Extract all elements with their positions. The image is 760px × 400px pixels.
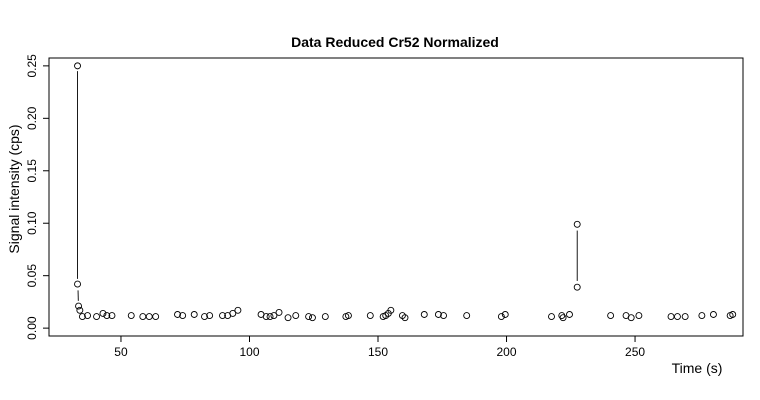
y-tick-label: 0.10: [25, 211, 39, 235]
y-tick-label: 0.00: [25, 316, 39, 340]
data-point: [566, 311, 573, 318]
data-point: [179, 312, 187, 319]
y-tick-label: 0.20: [25, 106, 39, 130]
data-point: [627, 314, 635, 322]
data-point: [497, 313, 505, 321]
data-point: [321, 313, 329, 321]
series-points: [74, 62, 737, 322]
x-tick-label: 100: [239, 345, 259, 359]
data-point: [387, 306, 395, 314]
x-tick-label: 50: [114, 345, 128, 359]
data-point: [284, 314, 292, 322]
data-point: [99, 309, 107, 317]
data-point: [219, 312, 226, 319]
y-tick-label: 0.05: [25, 264, 39, 288]
y-axis-label: Signal intensity (cps): [6, 124, 22, 253]
data-point: [463, 312, 471, 319]
data-point: [681, 313, 689, 321]
data-point: [698, 312, 706, 319]
data-point: [234, 306, 242, 314]
data-point: [674, 313, 681, 321]
plot-frame: [48, 57, 744, 337]
data-point: [139, 313, 147, 321]
data-point: [309, 314, 316, 322]
data-point: [93, 313, 101, 321]
data-point: [206, 312, 214, 319]
data-point: [84, 312, 92, 319]
axis-ticks: 50 100 150 200 250 0.00 0.05 0.10 0.15 0.20 0.25: [25, 54, 645, 359]
chart-title: Data Reduced Cr52 Normalized: [291, 34, 499, 50]
data-point: [145, 313, 153, 321]
data-point: [305, 313, 313, 321]
x-tick-label: 250: [625, 345, 645, 359]
data-point: [74, 280, 81, 288]
data-point: [709, 311, 717, 318]
data-point: [573, 220, 581, 228]
data-point: [78, 313, 86, 321]
data-point: [401, 314, 409, 322]
data-point: [190, 311, 198, 318]
data-point: [174, 311, 181, 318]
y-tick-label: 0.15: [25, 159, 39, 183]
data-point: [729, 311, 737, 318]
data-point: [275, 308, 283, 316]
data-point: [127, 312, 135, 319]
data-point: [103, 312, 111, 319]
data-point: [573, 283, 581, 291]
x-tick-label: 200: [497, 345, 517, 359]
data-point: [440, 312, 448, 319]
data-point: [270, 312, 278, 319]
data-point: [635, 312, 643, 319]
data-point: [75, 302, 83, 310]
data-point: [108, 312, 116, 319]
data-point: [434, 311, 442, 318]
data-point: [344, 312, 352, 319]
data-point: [420, 311, 428, 318]
data-point: [548, 313, 555, 321]
data-point: [559, 314, 567, 322]
data-point: [266, 313, 274, 321]
y-tick-label: 0.25: [25, 54, 39, 78]
series-segments: [77, 71, 578, 301]
data-point: [152, 313, 160, 321]
data-point: [74, 62, 81, 70]
data-point: [366, 312, 374, 319]
data-point: [501, 311, 509, 318]
data-point: [607, 312, 615, 319]
data-point: [229, 309, 237, 317]
x-tick-label: 150: [368, 345, 388, 359]
data-point: [76, 306, 84, 314]
data-point: [667, 313, 675, 321]
data-point: [292, 312, 300, 319]
x-axis-label: Time (s): [672, 360, 723, 376]
data-point: [262, 313, 270, 321]
data-point: [201, 313, 208, 321]
